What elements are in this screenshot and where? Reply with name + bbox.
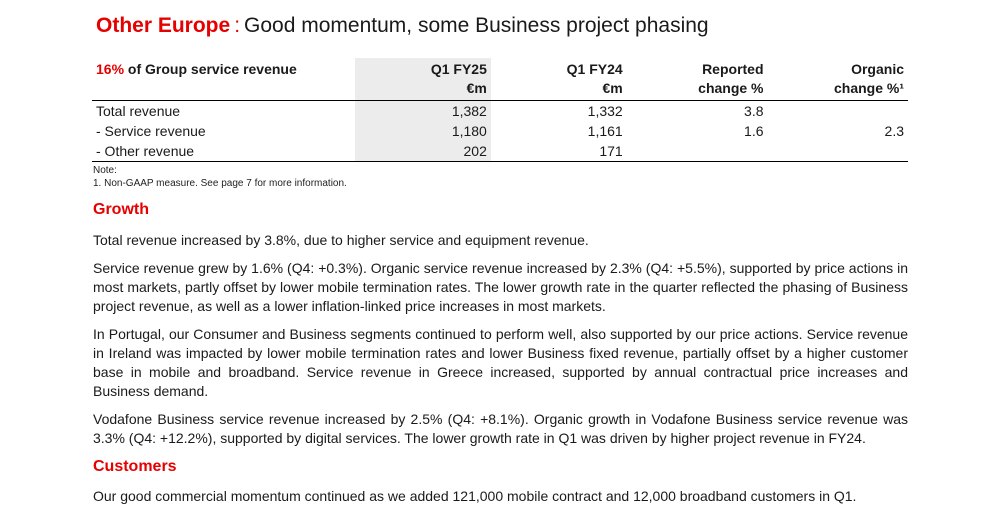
header-organic-change: Organic change %¹ (833, 61, 904, 96)
growth-paragraph-1: Total revenue increased by 3.8%, due to … (93, 232, 589, 248)
row-label: Total revenue (96, 103, 181, 119)
table-row: - Service revenue 1,180 1,161 1.6 2.3 (92, 121, 908, 141)
cell-q1fy24: 171 (599, 143, 623, 159)
title-brand: Other Europe (96, 14, 231, 37)
note-heading: Note: (93, 165, 117, 176)
cell-q1fy25: 202 (355, 141, 491, 162)
cell-organic (768, 141, 908, 162)
cell-reported (627, 141, 768, 162)
growth-paragraph-4: Vodafone Business service revenue increa… (93, 411, 908, 446)
revenue-table: 16% of Group service revenue Q1 FY25 €m … (92, 58, 908, 162)
title-subtitle: Good momentum, some Business project pha… (244, 14, 709, 37)
row-label: - Service revenue (96, 123, 206, 139)
table-row: Total revenue 1,382 1,332 3.8 (92, 100, 908, 122)
header-label-pct: 16% (96, 61, 125, 77)
title-separator: : (234, 14, 241, 37)
cell-q1fy25: 1,180 (355, 121, 491, 141)
growth-paragraph-3: In Portugal, our Consumer and Business s… (93, 326, 908, 399)
cell-reported: 3.8 (744, 103, 764, 119)
cell-q1fy25: 1,382 (355, 100, 491, 121)
cell-q1fy24: 1,332 (587, 103, 623, 119)
table-header-row: 16% of Group service revenue Q1 FY25 €m … (92, 58, 908, 101)
header-label: 16% of Group service revenue (92, 58, 355, 101)
header-reported-change: Reported change % (698, 61, 764, 96)
growth-heading: Growth (93, 201, 149, 218)
growth-paragraph-2: Service revenue grew by 1.6% (Q4: +0.3%)… (93, 260, 908, 314)
header-label-rest: of Group service revenue (124, 61, 297, 77)
cell-q1fy24: 1,161 (587, 123, 623, 139)
row-label: - Other revenue (96, 143, 195, 159)
header-q1fy25: Q1 FY25 €m (355, 58, 491, 101)
cell-organic (768, 101, 908, 122)
customers-heading: Customers (93, 458, 177, 475)
note-footnote: 1. Non-GAAP measure. See page 7 for more… (93, 178, 347, 189)
cell-reported: 1.6 (744, 123, 764, 139)
header-q1fy24: Q1 FY24 €m (566, 61, 623, 96)
table-note: Note: 1. Non-GAAP measure. See page 7 fo… (93, 164, 347, 190)
customers-paragraph-1: Our good commercial momentum continued a… (93, 488, 857, 504)
table-row: - Other revenue 202 171 (92, 141, 908, 162)
page-title: Other Europe: Good momentum, some Busines… (96, 14, 709, 38)
cell-organic: 2.3 (884, 123, 904, 139)
